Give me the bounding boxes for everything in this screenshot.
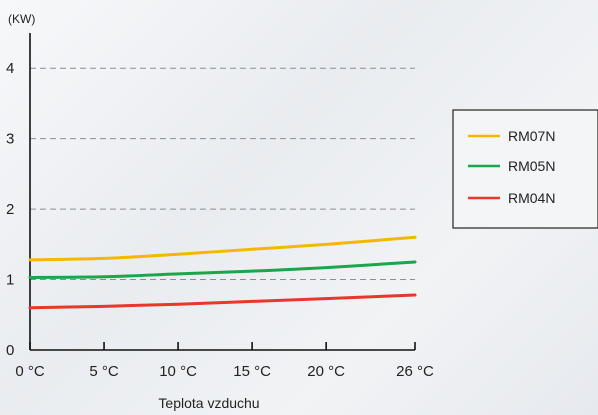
legend-label-rm05n: RM05N xyxy=(508,158,555,174)
legend-box xyxy=(452,109,598,229)
y-tick-label: 2 xyxy=(6,201,14,218)
x-tick-label: 20 °C xyxy=(307,363,345,380)
series-line-rm04n xyxy=(28,293,417,310)
axes xyxy=(29,33,416,351)
series-line-rm05n xyxy=(28,260,417,279)
x-tick-label: 15 °C xyxy=(233,363,271,380)
x-tick-label: 0 °C xyxy=(15,363,45,380)
x-tick-labels: 0 °C 5 °C 10 °C 15 °C 20 °C 26 °C xyxy=(15,363,434,380)
y-unit-label: (KW) xyxy=(8,12,35,26)
series-line-rm07n xyxy=(28,235,417,262)
grid-lines xyxy=(30,67,415,281)
x-tick-label: 26 °C xyxy=(396,363,434,380)
y-tick-label: 1 xyxy=(6,272,14,289)
legend-label-rm07n: RM07N xyxy=(508,128,555,144)
x-axis-title: Teplota vzduchu xyxy=(158,395,259,411)
x-tick-label: 5 °C xyxy=(89,363,119,380)
series-lines xyxy=(28,235,417,310)
y-tick-label: 0 xyxy=(6,342,14,359)
y-tick-labels: 0 1 2 3 4 xyxy=(6,60,14,359)
legend-label-rm04n: RM04N xyxy=(508,190,555,206)
y-tick-label: 4 xyxy=(6,60,14,77)
x-tick-label: 10 °C xyxy=(159,363,197,380)
y-tick-label: 3 xyxy=(6,131,14,148)
legend: RM07N RM05N RM04N xyxy=(452,109,598,229)
